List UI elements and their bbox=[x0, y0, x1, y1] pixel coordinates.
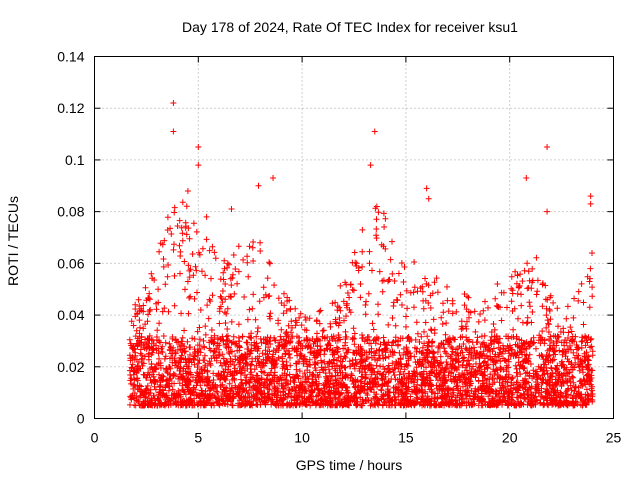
data-point-peak bbox=[195, 144, 202, 150]
data-point-peak bbox=[195, 162, 202, 169]
data-point-peak bbox=[170, 128, 177, 135]
data-point-peak bbox=[587, 193, 594, 200]
y-tick-label: 0 bbox=[77, 411, 85, 427]
axis-tick-labels: 0 5 10 15 20 25 0 0.02 0.04 0.06 0.08 0.1 0.12 0.14 bbox=[57, 49, 621, 446]
x-axis-label: GPS time / hours bbox=[296, 457, 403, 473]
y-tick-label: 0.12 bbox=[57, 100, 84, 116]
x-tick-label: 20 bbox=[502, 430, 518, 446]
data-point-peak bbox=[255, 182, 262, 189]
y-tick-label: 0.04 bbox=[57, 307, 84, 323]
y-tick-label: 0.1 bbox=[65, 152, 85, 168]
y-tick-label: 0.14 bbox=[57, 49, 84, 65]
data-point-peak bbox=[587, 200, 594, 207]
data-point-peak bbox=[544, 208, 551, 215]
x-tick-label: 10 bbox=[294, 430, 310, 446]
y-axis-label: ROTI / TECUs bbox=[5, 196, 21, 286]
data-point-peak bbox=[270, 175, 277, 182]
data-point-peak bbox=[425, 195, 432, 202]
x-tick-label: 0 bbox=[91, 430, 99, 446]
x-tick-label: 25 bbox=[606, 430, 622, 446]
x-tick-label: 5 bbox=[194, 430, 202, 446]
y-tick-label: 0.08 bbox=[57, 204, 84, 220]
data-point-peak bbox=[203, 213, 210, 220]
y-tick-label: 0.06 bbox=[57, 255, 84, 271]
data-point-peak bbox=[423, 185, 430, 192]
plot-frame bbox=[94, 56, 614, 419]
data-point-peak bbox=[373, 203, 380, 210]
data-point-peak bbox=[371, 128, 378, 135]
y-tick-label: 0.02 bbox=[57, 359, 84, 375]
data-point-peak bbox=[367, 162, 374, 169]
data-point-peak bbox=[228, 206, 235, 213]
roti-scatter-cloud bbox=[126, 199, 596, 409]
x-tick-label: 15 bbox=[398, 430, 414, 446]
data-point-peak bbox=[523, 175, 530, 182]
data-point-peak bbox=[544, 144, 551, 150]
data-points bbox=[126, 100, 596, 409]
data-point-peak bbox=[184, 187, 191, 194]
axis-ticks bbox=[94, 56, 614, 419]
data-point-peak bbox=[170, 100, 177, 107]
chart-title: Day 178 of 2024, Rate Of TEC Index for r… bbox=[182, 19, 518, 35]
